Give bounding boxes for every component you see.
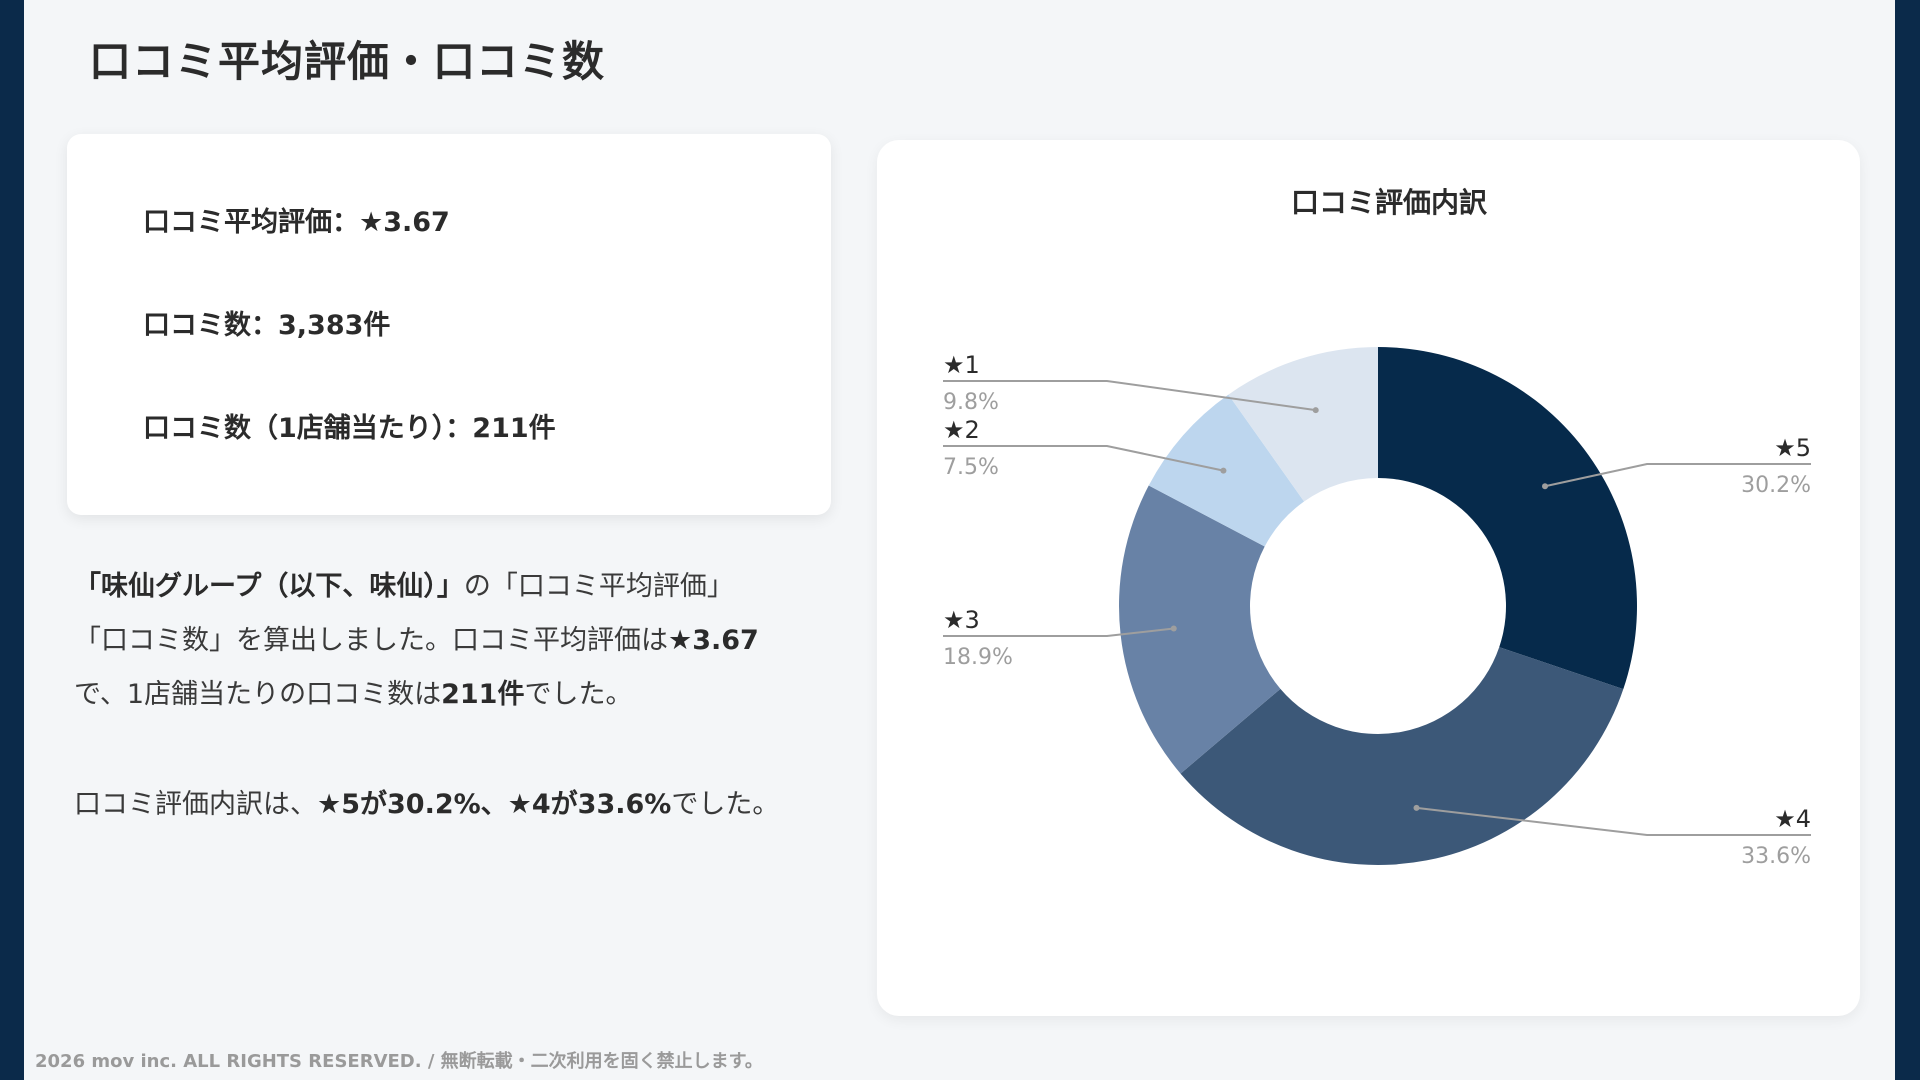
slice-percent-2: 7.5% [943,455,999,480]
description-line-1: 「味仙グループ（以下、味仙）」の「口コミ平均評価」 [74,571,734,602]
slice-label-5: ★5 [1774,434,1811,462]
leader-dot-4 [1413,804,1420,811]
donut-slice-4 [1180,647,1624,865]
stats-card: 口コミ平均評価：★3.67 口コミ数：3,383件 口コミ数（1店舗当たり）：2… [67,134,831,515]
page-title: 口コミ平均評価・口コミ数 [89,37,606,86]
chart-title: 口コミ評価内訳 [1291,186,1488,219]
leader-line-1 [943,380,1316,412]
copyright-footer: 2026 mov inc. ALL RIGHTS RESERVED. / 無断転… [35,1051,763,1072]
description-line-2: 「口コミ数」を算出しました。口コミ平均評価は★3.67 [74,625,759,656]
slice-percent-3: 18.9% [943,645,1013,670]
description-paragraph: 「味仙グループ（以下、味仙）」の「口コミ平均評価」 「口コミ数」を算出しました。… [74,560,854,722]
donut-slice-1 [1228,347,1378,502]
slice-label-3: ★3 [943,606,980,634]
slice-percent-5: 30.2% [1741,473,1811,498]
breakdown-paragraph: 口コミ評価内訳は、★5が30.2%、★4が33.6%でした。 [74,789,780,820]
donut-slice-5 [1378,347,1637,690]
leader-dot-2 [1220,467,1227,474]
leader-line-3 [943,627,1174,637]
leader-line-2 [943,445,1224,472]
leader-line-4 [1416,806,1811,836]
slice-label-1: ★1 [943,351,980,379]
leader-dot-3 [1170,625,1177,632]
slide: 口コミ平均評価・口コミ数 口コミ平均評価：★3.67 口コミ数：3,383件 口… [24,0,1895,1080]
leader-line-5 [1544,463,1811,488]
donut-chart: 口コミ評価内訳 ★5 30.2% ★4 33.6% ★3 18.9% ★2 7.5% ★1 9.8… [943,186,1811,869]
per-store-stat: 口コミ数（1店舗当たり）：211件 [143,413,556,444]
slice-percent-4: 33.6% [1741,844,1811,869]
slice-label-2: ★2 [943,416,980,444]
donut-slice-3 [1119,485,1281,774]
leader-dot-5 [1542,483,1549,490]
leader-dot-1 [1312,407,1319,414]
slice-percent-1: 9.8% [943,390,999,415]
avg-rating-stat: 口コミ平均評価：★3.67 [143,207,450,238]
description-line-3: で、1店舗当たりの口コミ数は211件でした。 [74,679,633,710]
donut-chart-card: 口コミ評価内訳 ★5 30.2% ★4 33.6% ★3 18.9% ★2 7.5% ★1 9.8… [877,140,1860,1016]
slice-label-4: ★4 [1774,805,1811,833]
review-count-stat: 口コミ数：3,383件 [143,310,391,341]
